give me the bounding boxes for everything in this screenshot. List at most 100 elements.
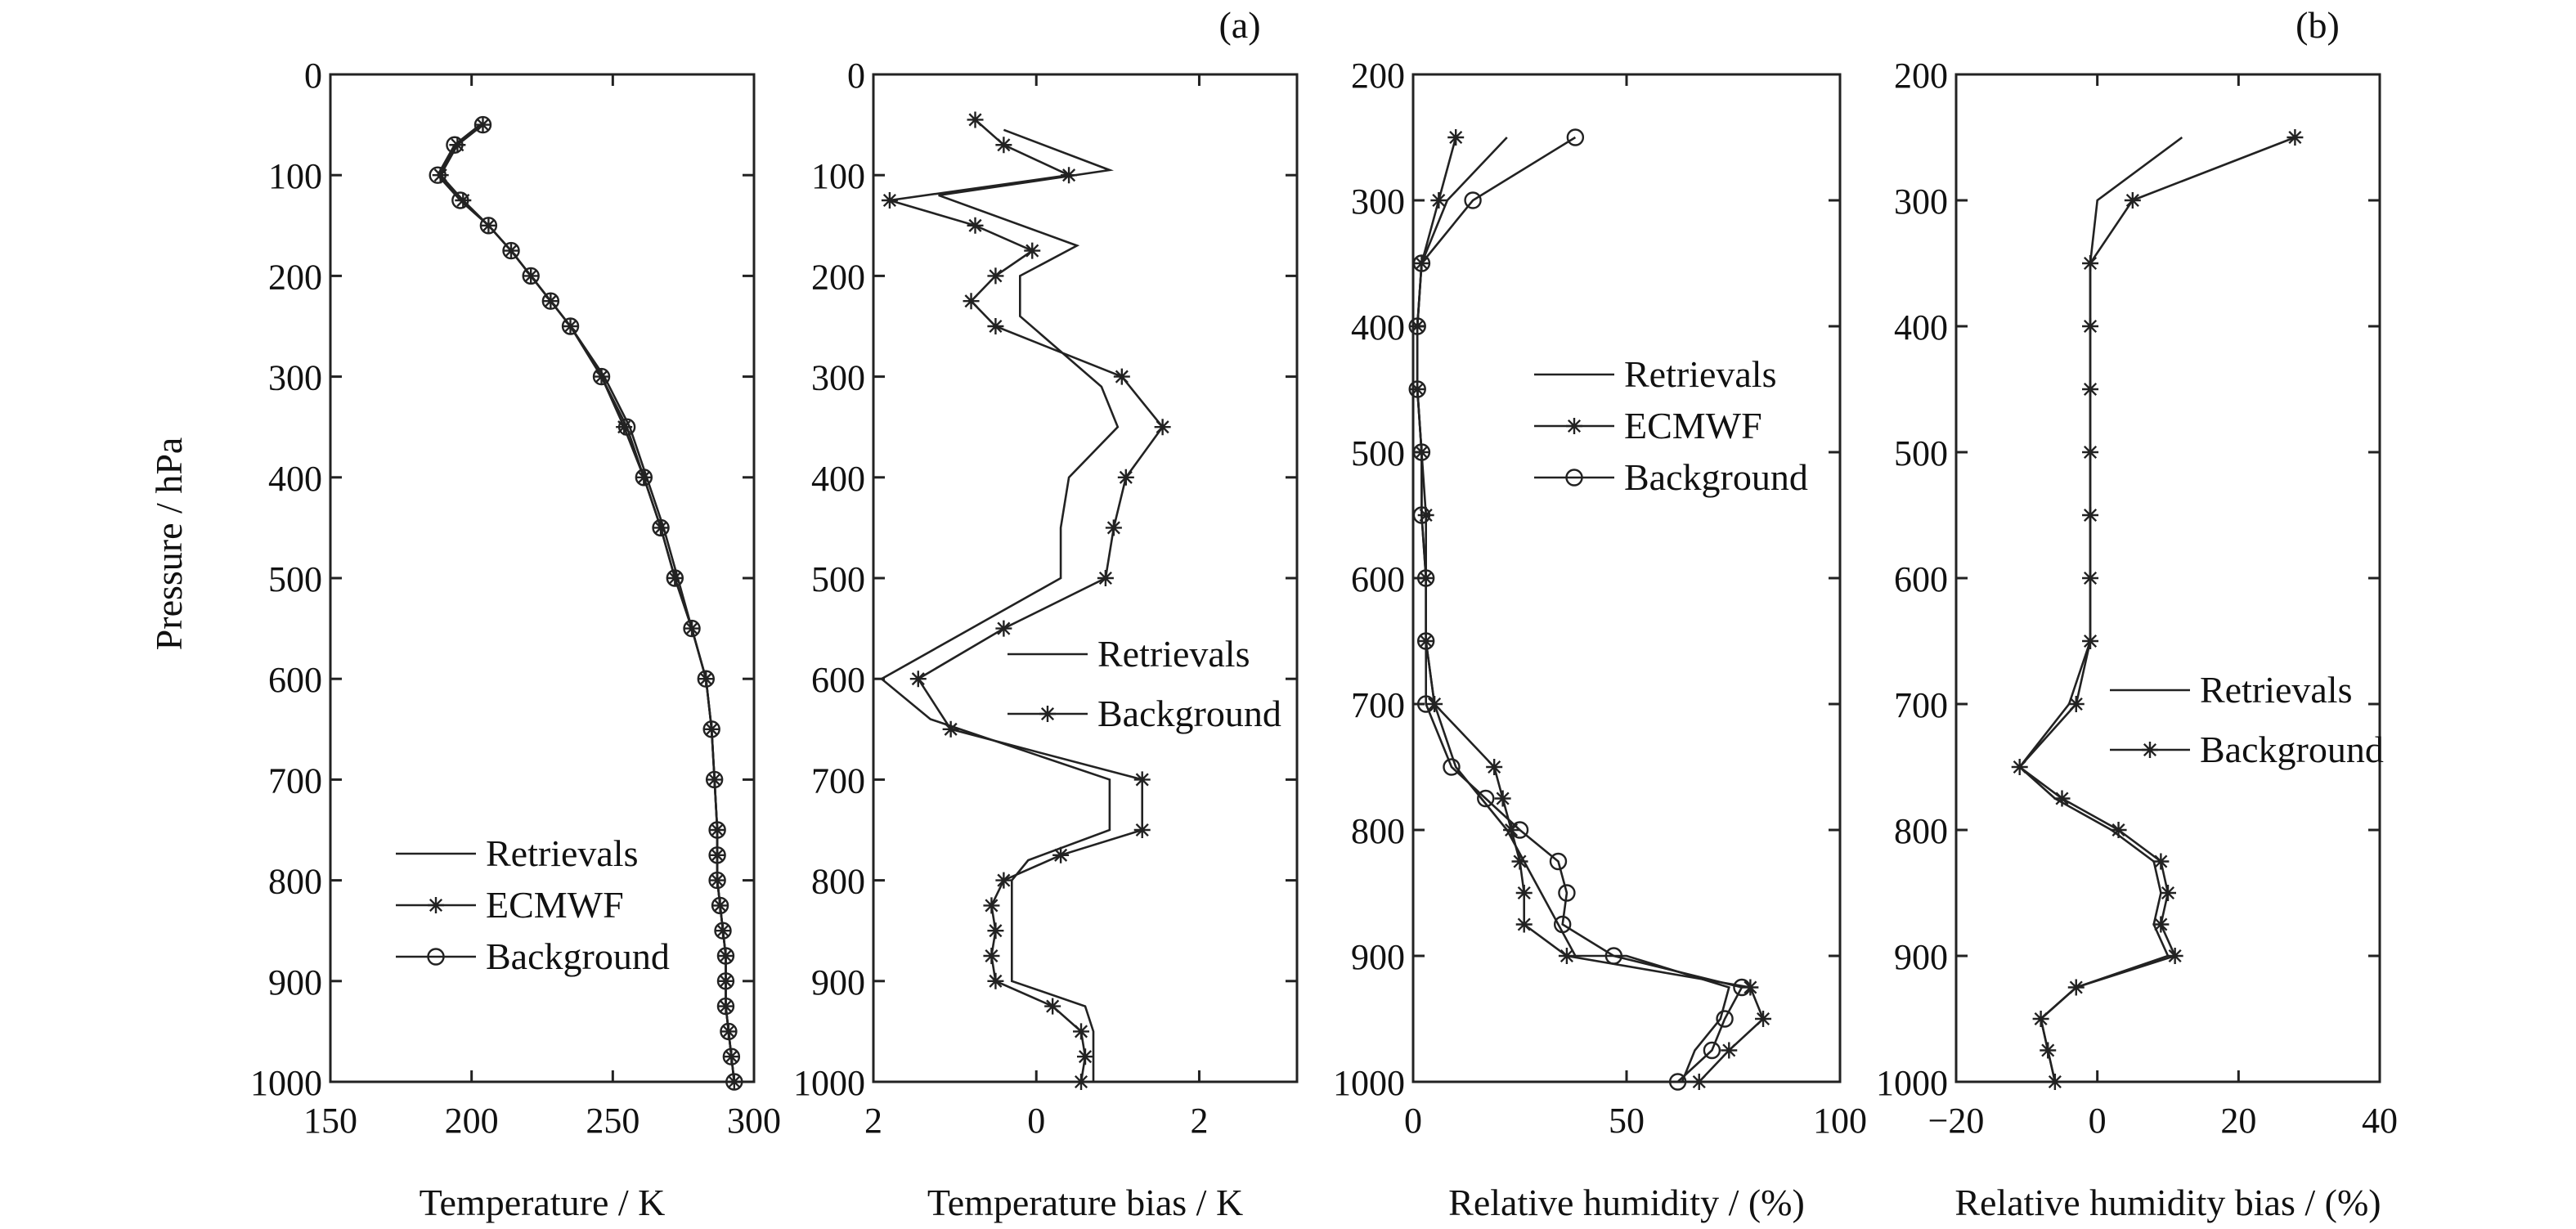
legend-marker [427, 948, 445, 966]
x-tick-label: 2 [1190, 1101, 1208, 1141]
data-point [451, 191, 469, 209]
y-tick-label: 300 [268, 358, 322, 398]
series-background [881, 111, 1171, 1090]
y-tick-label: 500 [1351, 433, 1405, 473]
y-tick-label: 400 [1351, 307, 1405, 348]
legend-marker [1039, 706, 1056, 722]
data-point [1447, 129, 1465, 146]
y-tick-label: 0 [304, 56, 322, 96]
data-point [1133, 771, 1151, 788]
legend: Retrievals Background [2110, 669, 2384, 770]
data-point [1077, 1048, 1093, 1065]
data-point [1721, 1042, 1738, 1059]
legend-marker [1565, 469, 1583, 487]
data-point [1515, 916, 1533, 933]
data-point [635, 469, 653, 487]
legend-label: ECMWF [1624, 405, 1762, 446]
data-point [1024, 242, 1041, 259]
y-tick-label: 800 [1351, 811, 1405, 851]
data-point [1416, 695, 1435, 713]
y-tick-label: 300 [1351, 182, 1405, 222]
data-point [987, 922, 1004, 940]
series-line [879, 128, 1120, 1082]
y-axis-title: Pressure / hPa [148, 437, 190, 651]
data-point [1510, 821, 1529, 839]
y-tick-label: 500 [1894, 433, 1948, 473]
data-point [2032, 1011, 2049, 1027]
data-point [1412, 443, 1431, 461]
y-tick-label: 400 [811, 459, 865, 499]
y-tick-label: 300 [811, 358, 865, 398]
data-point [2082, 444, 2099, 460]
series-line [889, 119, 1165, 1083]
data-point [479, 217, 498, 235]
data-point [1464, 191, 1482, 209]
data-point [2287, 129, 2304, 146]
data-point [1052, 846, 1070, 863]
data-point [1558, 948, 1575, 964]
y-tick-label: 600 [1351, 559, 1405, 599]
y-tick-label: 1000 [793, 1063, 865, 1103]
x-tick-label: 50 [1609, 1101, 1645, 1141]
x-axis-title: Temperature bias / K [927, 1182, 1243, 1223]
data-point [1549, 852, 1568, 871]
data-point [881, 192, 898, 209]
data-point [1097, 570, 1114, 586]
x-tick-label: 100 [1813, 1101, 1867, 1141]
panel-label-a: (a) [1218, 4, 1260, 46]
y-tick-label: 200 [1351, 56, 1405, 96]
data-point [2067, 696, 2085, 712]
series-retrievals [2017, 136, 2183, 1083]
panel-relative-humidity-bias: 200 300 400 500 600 700 800 900 1000−20 0 20 40 Rela… [1876, 56, 2398, 1223]
series-line [1416, 136, 1744, 1083]
data-point [2082, 255, 2099, 271]
legend-label: Retrievals [1624, 353, 1777, 395]
y-tick-label: 800 [268, 862, 322, 902]
x-tick-label: 250 [586, 1101, 640, 1141]
x-tick-label: 200 [445, 1101, 499, 1141]
data-point [1515, 885, 1533, 901]
data-point [1416, 569, 1435, 587]
data-point [1733, 978, 1751, 997]
data-point [702, 720, 720, 738]
legend-label: Background [2200, 729, 2384, 770]
x-axis-title: Temperature / K [420, 1182, 666, 1223]
y-tick-label: 500 [811, 559, 865, 599]
y-tick-label: 700 [1351, 685, 1405, 725]
data-point [1716, 1010, 1734, 1028]
data-point [449, 137, 466, 154]
y-tick-label: 600 [1894, 559, 1948, 599]
data-point [617, 418, 636, 436]
data-point [725, 1073, 743, 1091]
data-point [1044, 998, 1061, 1015]
data-point [716, 972, 735, 990]
series-retrievals [1416, 137, 1730, 1083]
data-point [983, 948, 1000, 964]
data-point [455, 192, 472, 209]
data-point [1408, 317, 1426, 335]
legend: Retrievals Background [1008, 633, 1281, 734]
data-point [967, 111, 984, 128]
series-line [1416, 137, 1765, 1083]
data-point [697, 670, 715, 688]
x-tick-label: 300 [727, 1101, 781, 1141]
data-point [2110, 822, 2127, 838]
data-point [716, 947, 735, 965]
plot-frame [1954, 73, 2381, 1083]
data-point [1494, 790, 1511, 807]
y-tick-label: 700 [268, 760, 322, 801]
legend-label: Retrievals [2200, 669, 2353, 711]
data-point [722, 1047, 741, 1065]
data-point [1408, 380, 1426, 398]
legend-label: Retrievals [486, 832, 639, 874]
data-point [561, 317, 580, 335]
x-axis-title: Relative humidity / (%) [1448, 1182, 1805, 1223]
y-tick-label: 700 [1894, 685, 1948, 725]
data-point [1412, 506, 1431, 524]
data-point [2166, 948, 2183, 964]
x-axis-title: Relative humidity bias / (%) [1954, 1182, 2381, 1223]
x-tick-label: 2 [864, 1101, 882, 1141]
